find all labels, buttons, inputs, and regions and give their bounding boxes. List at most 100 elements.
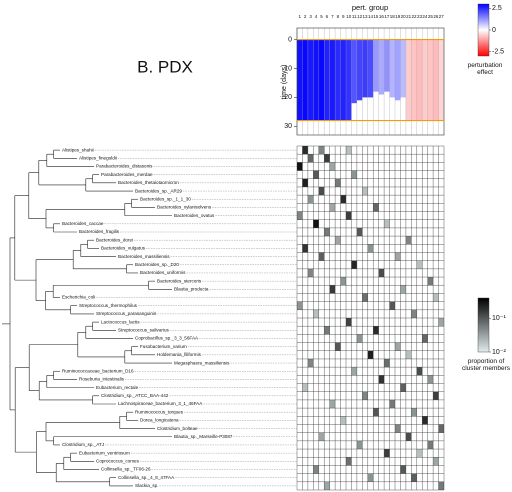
- membership-cell: [400, 465, 406, 474]
- leaf-label: Escherichia_coli: [62, 295, 95, 300]
- membership-cell: [389, 399, 395, 409]
- membership-cell: [416, 449, 423, 458]
- membership-cell: [313, 465, 319, 474]
- leaf-label: Streptococcus_thermophilus: [79, 303, 138, 308]
- leaf-label: Bacteroides_massiliensis: [118, 254, 170, 259]
- membership-cell: [335, 236, 341, 245]
- membership-cell: [378, 375, 385, 384]
- pert-group-label: 21: [406, 14, 412, 19]
- leaf-label: Eubacterium_rectale: [96, 385, 139, 390]
- membership-cell: [367, 350, 374, 359]
- effect-cell: [378, 39, 385, 95]
- pert-group-label: 2: [304, 14, 307, 19]
- y-axis-title: time (days): [281, 65, 288, 100]
- pert-group-label: 13: [363, 14, 369, 19]
- membership-cell: [340, 416, 346, 425]
- pert-group-label: 25: [428, 14, 434, 19]
- membership-cell: [318, 186, 325, 196]
- membership-cell: [356, 227, 363, 237]
- membership-cell: [395, 424, 401, 433]
- colorbar-title: perturbation effect: [468, 62, 503, 76]
- panel-title: B. PDX: [137, 57, 193, 76]
- pert-group-label: 3: [309, 14, 312, 19]
- effect-cell: [307, 39, 314, 121]
- pert-group-label: 5: [320, 14, 323, 19]
- effect-cell: [433, 39, 439, 121]
- leaf-label: Bacteroides_thetaiotaomicron: [118, 180, 179, 185]
- pert-group-label: 16: [379, 14, 385, 19]
- leaf-label: Coprococcus_comes: [96, 459, 140, 464]
- pert-group-label: 22: [412, 14, 418, 19]
- leaf-label: Ruminococcus_torques: [135, 409, 184, 414]
- pert-group-label: 27: [439, 14, 445, 19]
- effect-cell: [313, 39, 319, 121]
- pert-group-label: 1: [298, 14, 301, 19]
- effect-cell: [373, 39, 379, 92]
- leaf-label: Parabacteroides_merdae: [101, 172, 153, 177]
- membership-cell: [362, 391, 368, 400]
- membership-cell: [438, 424, 444, 433]
- membership-cell: [416, 367, 423, 376]
- membership-cell: [422, 334, 428, 343]
- membership-cell: [384, 449, 390, 458]
- effect-cell: [384, 39, 390, 92]
- membership-cell: [400, 383, 406, 392]
- leaf-label: Bacteroides_sp._D20: [135, 262, 179, 267]
- pert-group-label: 26: [433, 14, 439, 19]
- leaf-label: Dorea_longicatena: [140, 418, 179, 423]
- membership-cell: [335, 178, 341, 187]
- membership-cell: [324, 227, 330, 237]
- leaf-label: Bacteroides_stercoris: [157, 278, 202, 283]
- leaf-label: Blautia_producta: [174, 287, 209, 292]
- pert-group-label: 11: [352, 14, 357, 19]
- leaf-label: Bacteroides_fragilis: [79, 229, 120, 234]
- membership-cell: [362, 186, 368, 196]
- leaf-label: Bacteroides_ovatus: [174, 213, 215, 218]
- membership-cell: [373, 408, 379, 417]
- membership-cell: [346, 146, 352, 155]
- membership-cell: [395, 342, 401, 351]
- colorbar: [477, 297, 490, 353]
- leaf-label: Parabacteroides_distasonis: [96, 164, 153, 169]
- effect-cell: [362, 39, 368, 98]
- x-axis-title: pert. group: [352, 3, 388, 12]
- membership-cell: [422, 416, 428, 425]
- membership-cell: [313, 170, 319, 179]
- membership-cell: [324, 154, 330, 163]
- pert-group-label: 24: [422, 14, 428, 19]
- membership-cell: [405, 432, 412, 441]
- y-tick-label: 0: [288, 36, 292, 43]
- membership-cell: [351, 367, 357, 376]
- membership-cell: [329, 203, 336, 212]
- membership-cell: [438, 318, 444, 327]
- pert-group-label: 10: [346, 14, 352, 19]
- leaf-label: Collinsella_sp._4_8_47FAA: [118, 475, 175, 480]
- effect-cell: [427, 39, 434, 121]
- membership-cell: [367, 244, 374, 253]
- leaf-label: Clostridium_sp._ATJ: [62, 442, 104, 447]
- membership-cell: [433, 457, 439, 466]
- pert-group-label: 18: [390, 14, 396, 19]
- membership-cell: [297, 162, 303, 171]
- membership-cell: [356, 440, 363, 450]
- membership-cell: [302, 178, 308, 187]
- membership-cell: [378, 268, 385, 278]
- membership-cell: [346, 211, 352, 220]
- membership-cell: [302, 146, 308, 155]
- membership-cell: [411, 408, 417, 417]
- pert-group-label: 12: [357, 14, 363, 19]
- effect-cell: [329, 39, 336, 121]
- leaf-label: Megasphaera_massiliensis: [174, 360, 230, 365]
- membership-cell: [438, 481, 444, 490]
- membership-cell: [373, 203, 379, 212]
- membership-cell: [346, 318, 352, 327]
- leaf-label: Holdemania_filiformis: [157, 352, 202, 357]
- membership-cell: [427, 277, 434, 286]
- leaf-label: Coprobacillus_sp._3_3_56FAA: [135, 336, 199, 341]
- leaf-label: Bacteroides_uniformis: [140, 270, 186, 275]
- membership-cell: [384, 358, 390, 368]
- membership-cell: [411, 309, 417, 318]
- effect-cell: [318, 39, 325, 121]
